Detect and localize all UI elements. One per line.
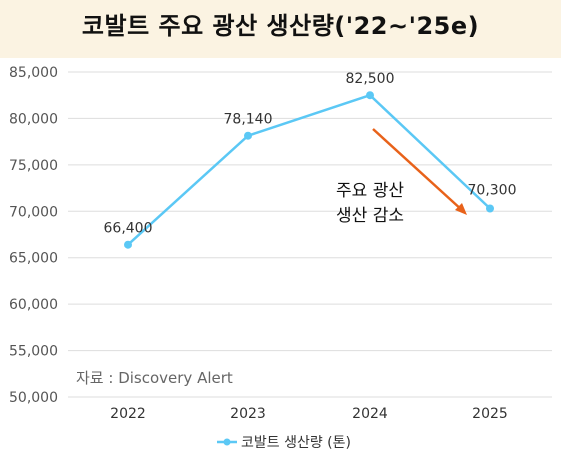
y-tick-label: 55,000 xyxy=(9,344,58,360)
legend: 코발트 생산량 (톤) xyxy=(217,435,351,451)
x-tick-label: 2025 xyxy=(472,406,508,422)
data-point xyxy=(486,204,494,213)
series-line-cobalt xyxy=(127,93,491,246)
legend-marker-icon xyxy=(223,438,231,446)
data-label: 70,300 xyxy=(468,183,517,199)
annotation-line-2: 생산 감소 xyxy=(336,206,404,226)
data-point xyxy=(366,91,374,100)
x-tick-label: 2023 xyxy=(230,406,266,422)
y-tick-label: 60,000 xyxy=(9,297,58,313)
data-point xyxy=(124,240,132,249)
x-tick-label: 2024 xyxy=(352,406,388,422)
y-tick-label: 85,000 xyxy=(9,65,58,81)
y-tick-label: 50,000 xyxy=(9,390,58,406)
y-tick-label: 70,000 xyxy=(9,204,58,220)
source-note: 자료 : Discovery Alert xyxy=(76,369,233,387)
data-label: 78,140 xyxy=(224,112,273,128)
y-tick-label: 65,000 xyxy=(9,251,58,267)
y-tick-label: 75,000 xyxy=(9,158,58,174)
data-label: 66,400 xyxy=(104,221,153,237)
x-tick-label: 2022 xyxy=(110,406,146,422)
data-label: 82,500 xyxy=(346,71,395,87)
annotation-line-1: 주요 광산 xyxy=(336,181,404,201)
decline-arrow xyxy=(372,128,464,212)
legend-label: 코발트 생산량 (톤) xyxy=(241,435,351,451)
data-point xyxy=(244,131,252,140)
page-title: 코발트 주요 광산 생산량('22~'25e) xyxy=(81,12,480,40)
decline-arrow-head xyxy=(455,203,467,215)
y-tick-label: 80,000 xyxy=(9,111,58,127)
